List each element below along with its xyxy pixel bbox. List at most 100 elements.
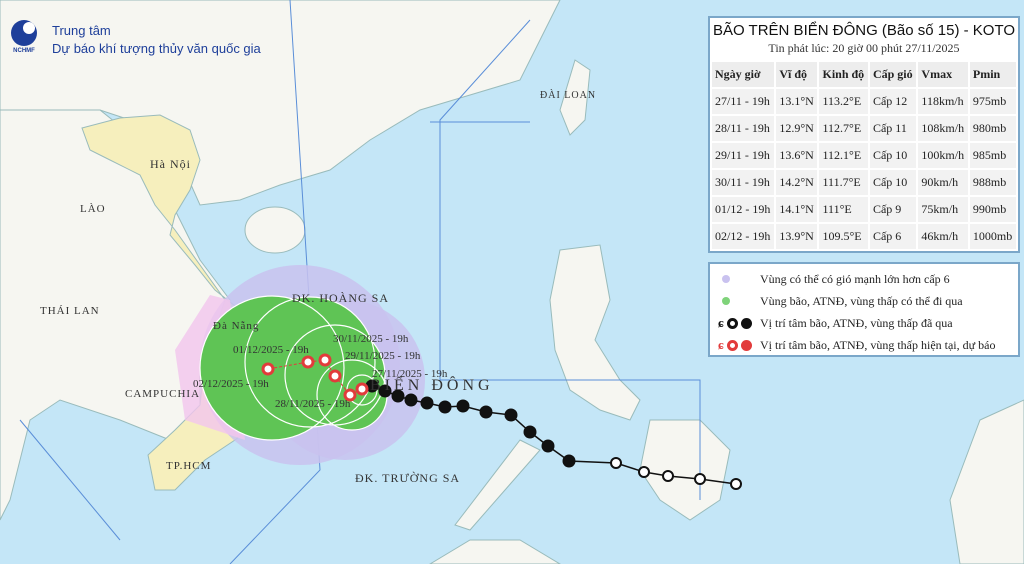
column-header: Kinh độ [817,60,870,89]
past-position-marker [562,454,576,468]
table-cell: 13.6°N [774,141,820,170]
land-palawan [454,439,541,531]
table-cell: 100km/h [916,141,970,170]
forecast-position-marker [301,355,315,369]
past-position-marker [638,466,650,478]
table-cell: 108km/h [916,114,970,143]
green-dot-icon [722,297,730,305]
table-cell: 118km/h [916,87,970,116]
table-cell: 1000mb [967,222,1019,251]
table-cell: 112.1°E [817,141,870,170]
past-position-icons: ɕ [718,315,760,331]
boundary-line [19,419,121,541]
land-hainan [244,206,306,254]
past-position-marker [391,389,405,403]
past-position-marker [730,478,742,490]
table-cell: Cấp 10 [867,168,919,197]
table-cell: Cấp 10 [867,141,919,170]
table-cell: 12.9°N [774,114,820,143]
past-position-marker [504,408,518,422]
forecast-table: Ngày giờ Vĩ độ Kinh độ Cấp gió Vmax Pmin 27/1… [709,60,1019,251]
past-position-marker [404,393,418,407]
forecast-position-marker [343,388,357,402]
label-tphcm: TP.HCM [166,460,212,472]
forecast-circles [199,295,388,441]
table-cell: 988mb [967,168,1019,197]
table-cell: 985mb [967,141,1019,170]
table-row: 30/11 - 19h 14.2°N 111.7°E Cấp 10 90km/h 988m… [709,168,1019,197]
forecast-label: 02/12/2025 - 19h [193,378,269,390]
column-header: Pmin [967,60,1019,89]
table-cell: Cấp 9 [867,195,919,224]
table-cell: Cấp 11 [867,114,919,143]
table-cell: 29/11 - 19h [709,141,777,170]
boundary-line [439,19,701,500]
land-borneo [429,539,561,564]
table-cell: 980mb [967,114,1019,143]
label-thailan: THÁI LAN [40,305,100,317]
table-cell: Cấp 6 [867,222,919,251]
table-cell: 14.1°N [774,195,820,224]
issued-time: Tin phát lúc: 20 giờ 00 phút 27/11/2025 [768,41,960,55]
legend: Vùng có thể có gió mạnh lớn hơn cấp 6 Vù… [708,262,1020,357]
past-position-marker [378,384,392,398]
table-cell: 90km/h [916,168,970,197]
forecast-label: 27/11/2025 - 19h [372,368,448,380]
label-biendong: BIỂN ĐÔNG [370,377,494,394]
table-row: 02/12 - 19h 13.9°N 109.5°E Cấp 6 46km/h 1000m… [709,222,1019,251]
org-line2: Dự báo khí tượng thủy văn quốc gia [52,41,261,56]
column-header: Vĩ độ [774,60,820,89]
land-taiwan [559,59,591,136]
forecast-panel: BÃO TRÊN BIỂN ĐÔNG (Bão số 15) - KOTO Ti… [708,16,1020,253]
table-row: 27/11 - 19h 13.1°N 113.2°E Cấp 12 118km/h 975… [709,87,1019,116]
table-cell: 13.1°N [774,87,820,116]
table-cell: 01/12 - 19h [709,195,777,224]
boundary-line [229,0,321,564]
label-danang: Đà Nẵng [213,320,260,332]
table-cell: 111.7°E [817,168,870,197]
past-position-marker [420,396,434,410]
table-cell: 30/11 - 19h [709,168,777,197]
past-position-marker [523,425,537,439]
table-cell: 113.2°E [817,87,870,116]
table-cell: 112.7°E [817,114,870,143]
past-position-marker [456,399,470,413]
label-hoangsa: ĐK. HOÀNG SA [292,291,390,305]
table-cell: 109.5°E [817,222,870,251]
column-header: Cấp gió [867,60,919,89]
forecast-position-marker [318,353,332,367]
table-cell: 111°E [817,195,870,224]
legend-item: Vùng có thể có gió mạnh lớn hơn cấp 6 [710,268,1018,290]
legend-item: ɕ Vị trí tâm bão, ATNĐ, vùng thấp đã qua [718,315,953,331]
nchmf-logo: NCHMF [8,20,40,60]
table-cell: 13.9°N [774,222,820,251]
forecast-position-marker [355,382,369,396]
label-lao: LÀO [80,203,106,215]
past-position-marker [479,405,493,419]
table-cell: 28/11 - 19h [709,114,777,143]
column-header: Vmax [916,60,970,89]
table-cell: 02/12 - 19h [709,222,777,251]
past-position-marker [438,400,452,414]
past-position-marker [694,473,706,485]
forecast-label: 30/11/2025 - 19h [333,333,409,345]
table-cell: 990mb [967,195,1019,224]
forecast-label: 29/11/2025 - 19h [345,350,421,362]
forecast-position-marker [328,369,342,383]
past-position-marker [610,457,622,469]
table-row: 01/12 - 19h 14.1°N 111°E Cấp 9 75km/h 990mb [709,195,1019,224]
forecast-position-marker [261,362,275,376]
table-cell: 75km/h [916,195,970,224]
legend-item: ɕ Vị trí tâm bão, ATNĐ, vùng thấp hiện tạ… [718,337,996,352]
table-cell: 27/11 - 19h [709,87,777,116]
past-position-marker [662,470,674,482]
label-hanoi: Hà Nội [150,157,191,171]
panel-title: BÃO TRÊN BIỂN ĐÔNG (Bão số 15) - KOTO [712,22,1016,39]
legend-item: Vùng bão, ATNĐ, vùng thấp có thể đi qua [710,290,1018,312]
table-row: 29/11 - 19h 13.6°N 112.1°E Cấp 10 100km/h 985… [709,141,1019,170]
column-header: Ngày giờ [709,60,777,89]
forecast-label: 28/11/2025 - 19h [275,398,351,410]
org-line1: Trung tâm [52,23,111,38]
table-cell: 14.2°N [774,168,820,197]
